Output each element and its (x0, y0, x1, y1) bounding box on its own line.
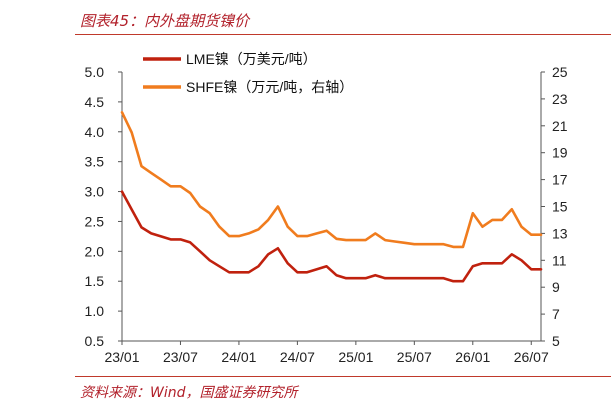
chart-legend: LME镍（万美元/吨） SHFE镍（万元/吨，右轴） (143, 51, 353, 95)
chart-axes: 5.0 4.5 4.0 3.5 3.0 2.5 2.0 1.5 1.0 0.5 25 23 21 19 17… (85, 64, 568, 365)
bottom-rule (75, 376, 611, 377)
x-tick-label: 23/07 (163, 349, 198, 365)
right-tick-label: 19 (552, 145, 568, 161)
right-tick-label: 11 (552, 252, 567, 268)
right-tick-label: 17 (552, 172, 568, 188)
right-tick-label: 21 (552, 118, 568, 134)
series-line-lme (120, 190, 543, 283)
x-tick-label: 25/01 (338, 349, 373, 365)
left-tick-label: 3.5 (85, 154, 105, 170)
x-tick-label: 24/07 (280, 349, 315, 365)
chart-lines (120, 111, 543, 283)
right-tick-label: 15 (552, 199, 568, 215)
legend-label: SHFE镍（万元/吨，右轴） (186, 79, 353, 95)
x-tick-label: 24/01 (221, 349, 256, 365)
x-tick-label: 26/01 (455, 349, 490, 365)
left-tick-label: 2.0 (85, 243, 105, 259)
left-tick-label: 4.5 (85, 94, 105, 110)
left-tick-label: 2.5 (85, 213, 105, 229)
legend-label: LME镍（万美元/吨） (186, 51, 317, 67)
right-tick-label: 25 (552, 64, 568, 80)
right-tick-label: 23 (552, 91, 568, 107)
right-tick-label: 7 (552, 306, 560, 322)
top-rule (75, 34, 611, 35)
right-tick-label: 5 (552, 333, 560, 349)
right-tick-label: 9 (552, 279, 560, 295)
series-line-shfe (120, 111, 543, 249)
left-tick-label: 0.5 (85, 333, 105, 349)
right-tick-label: 13 (552, 225, 568, 241)
left-tick-label: 5.0 (85, 64, 105, 80)
left-tick-label: 1.0 (85, 303, 105, 319)
left-tick-label: 4.0 (85, 124, 105, 140)
x-tick-label: 25/07 (397, 349, 432, 365)
x-tick-label: 26/07 (514, 349, 549, 365)
source-note: 资料来源：Wind，国盛证券研究所 (80, 385, 298, 401)
figure-title: 图表45：内外盘期货镍价 (80, 12, 250, 30)
left-tick-label: 1.5 (85, 273, 105, 289)
left-tick-label: 3.0 (85, 184, 105, 200)
x-tick-label: 23/01 (104, 349, 139, 365)
